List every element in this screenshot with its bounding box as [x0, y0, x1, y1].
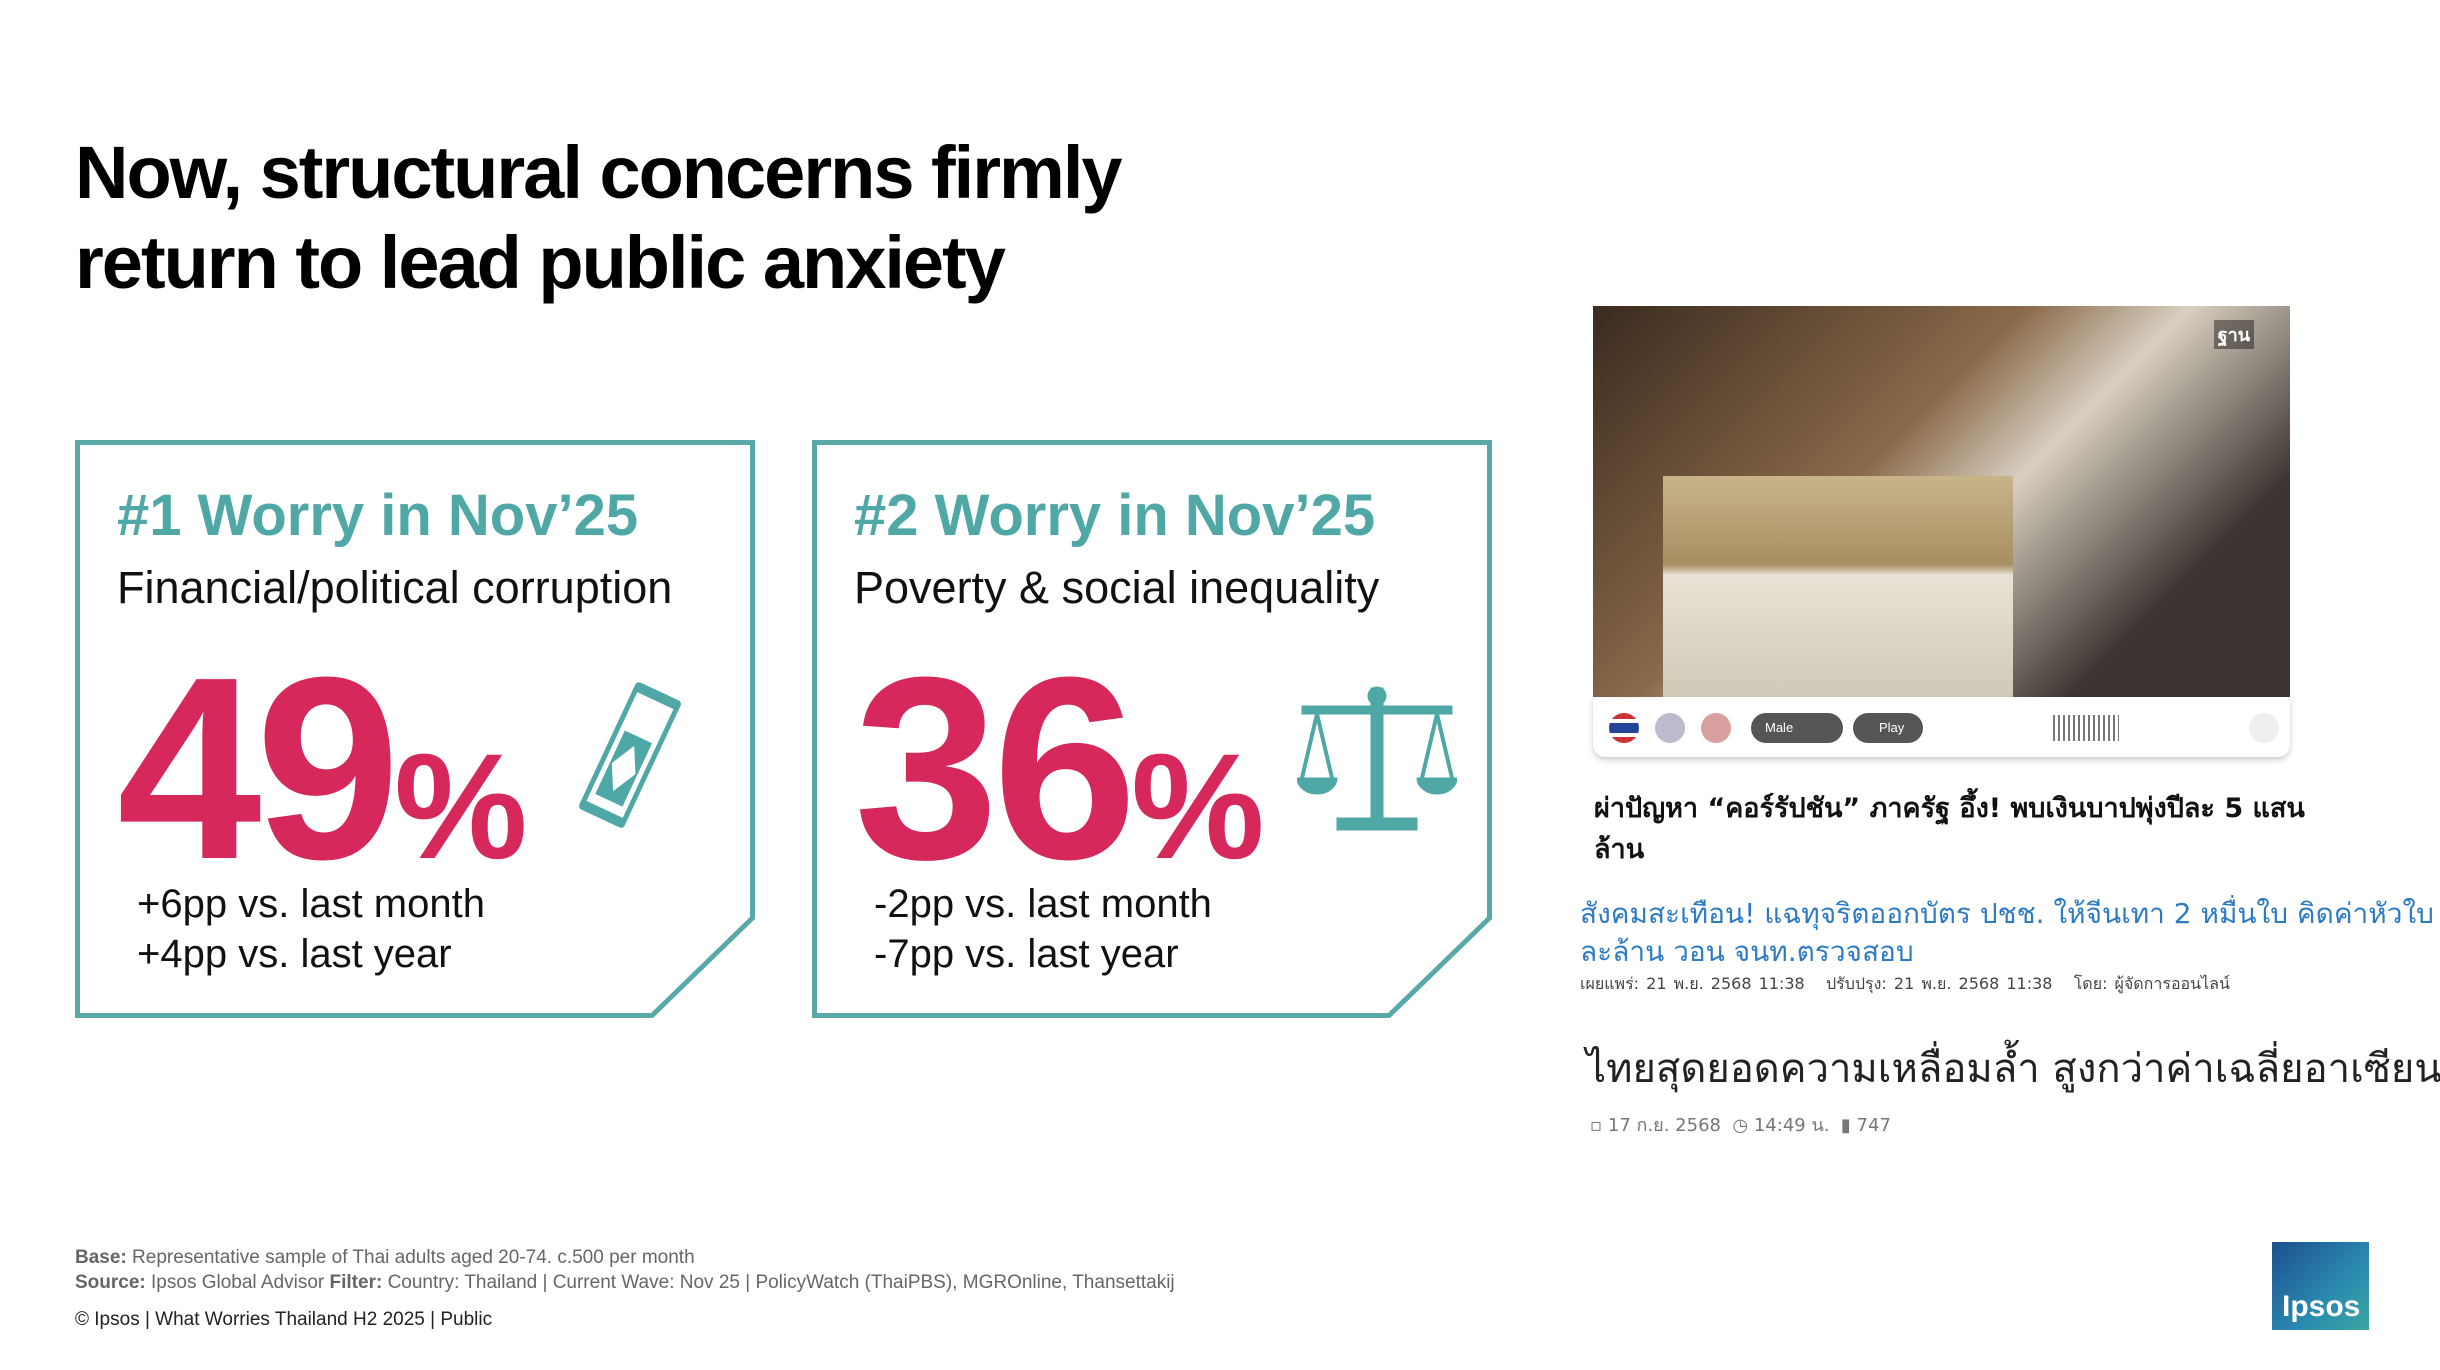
watermark: ฐาน	[2213, 320, 2254, 349]
label: Filter:	[329, 1272, 383, 1293]
money-icon	[579, 682, 681, 828]
change: -7pp vs. last year	[874, 932, 1179, 976]
logo: Ipsos	[2272, 1242, 2369, 1330]
meta-item: 17 ก.ย. 2568	[1607, 1115, 1721, 1136]
card-border	[75, 440, 755, 1018]
text: Ipsos Global Advisor	[151, 1272, 325, 1293]
headline: ไทยสุดยอดความเหลื่อมล้ำ สูงกว่าค่าเฉลี่ย…	[1586, 1046, 2440, 1092]
scale-icon	[1297, 686, 1457, 831]
voice-button[interactable]: Male	[1751, 713, 1843, 743]
topic: Financial/political corruption	[117, 562, 673, 613]
play-button[interactable]: Play	[1853, 713, 1923, 743]
headline[interactable]: สังคมสะเทือน! แฉทุจริตออกบัตร ปชช. ให้จี…	[1580, 897, 2434, 968]
meta-item: ปรับปรุง: 21 พ.ย. 2568 11:38	[1825, 974, 2053, 993]
meta-item: 14:49 น.	[1753, 1115, 1830, 1136]
stat-unit: %	[1131, 722, 1265, 890]
card: #1 Worry in Nov’25 Financial/political c…	[75, 440, 755, 1018]
stat: 49%	[117, 620, 528, 919]
banknotes	[1663, 476, 2013, 697]
rank: #1 Worry in Nov’25	[117, 483, 639, 548]
stat-number: 36	[854, 624, 1137, 914]
text: Representative sample of Thai adults age…	[132, 1247, 695, 1268]
share-button[interactable]	[2249, 713, 2279, 743]
meta-item: เผยแพร่: 21 พ.ย. 2568 11:38	[1580, 974, 1805, 993]
meta-item: โดย: ผู้จัดการออนไลน์	[2073, 974, 2230, 993]
card: #2 Worry in Nov’25 Poverty & social ineq…	[812, 440, 1492, 1018]
player-bar: Male Play	[1593, 697, 2290, 757]
label: Base:	[75, 1247, 127, 1268]
meta: ▫ 17 ก.ย. 2568 ◷ 14:49 น. ▮ 747	[1590, 1115, 1891, 1136]
copyright: © Ipsos | What Worries Thailand H2 2025 …	[75, 1309, 493, 1330]
title: Now, structural concerns firmly return to…	[75, 128, 1123, 308]
stat: 36%	[854, 620, 1265, 919]
text: Country: Thailand | Current Wave: Nov 25…	[387, 1272, 1175, 1293]
meta-item: 747	[1856, 1115, 1891, 1136]
change: -2pp vs. last month	[874, 882, 1212, 926]
title-line: return to lead public anxiety	[75, 221, 1006, 304]
stat-number: 49	[117, 624, 400, 914]
logo-text: Ipsos	[2282, 1290, 2361, 1323]
label: Source:	[75, 1272, 146, 1293]
rank: #2 Worry in Nov’25	[854, 483, 1376, 548]
flag[interactable]	[1701, 713, 1731, 743]
footnote: Source: Ipsos Global Advisor Filter: Cou…	[75, 1272, 1175, 1294]
stat-unit: %	[394, 722, 528, 890]
change: +4pp vs. last year	[137, 932, 452, 976]
topic: Poverty & social inequality	[854, 562, 1380, 613]
headline: ผ่าปัญหา “คอร์รัปชัน” ภาครัฐ อึ้ง! พบเงิ…	[1594, 793, 2305, 865]
footnote: Base: Representative sample of Thai adul…	[75, 1247, 695, 1269]
flag[interactable]	[1609, 713, 1639, 743]
news-photo: ฐาน	[1593, 306, 2290, 697]
meta: เผยแพร่: 21 พ.ย. 2568 11:38 ปรับปรุง: 21…	[1580, 972, 2230, 997]
change: +6pp vs. last month	[137, 882, 485, 926]
card-border	[812, 440, 1492, 1018]
flag[interactable]	[1655, 713, 1685, 743]
waveform	[2053, 715, 2119, 741]
title-line: Now, structural concerns firmly	[75, 131, 1123, 214]
